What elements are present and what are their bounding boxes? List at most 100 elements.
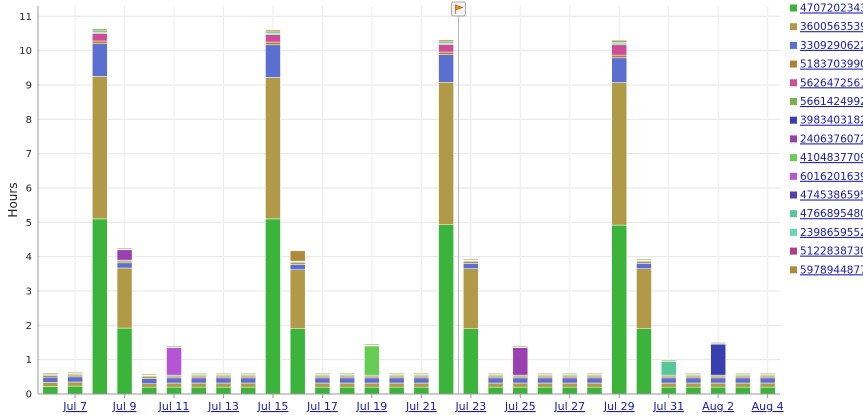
bar-segment[interactable] [759, 386, 776, 395]
bar-segment[interactable] [463, 258, 479, 261]
bar-segment[interactable] [215, 386, 232, 395]
bar-segment[interactable] [116, 247, 133, 250]
bar-segment[interactable] [685, 382, 702, 388]
bar-segment[interactable] [116, 267, 133, 329]
bar-segment[interactable] [611, 57, 627, 83]
bar-segment[interactable] [710, 375, 726, 379]
x-tick-label[interactable]: Jul 13 [207, 400, 239, 413]
bar-segment[interactable] [413, 382, 430, 388]
bar-segment[interactable] [660, 377, 677, 384]
bar-segment[interactable] [438, 224, 454, 395]
bar-segment[interactable] [537, 386, 553, 395]
bar-segment[interactable] [759, 373, 776, 375]
legend-item[interactable]: 4104837709 [800, 152, 863, 164]
bar-segment[interactable] [413, 375, 430, 379]
bar-segment[interactable] [463, 263, 479, 269]
bar-segment[interactable] [586, 377, 603, 384]
bar-segment[interactable] [388, 382, 405, 388]
bar-segment[interactable] [512, 382, 529, 388]
bar-segment[interactable] [314, 373, 331, 375]
legend-item[interactable]: 3309290622 [800, 40, 863, 52]
bar-segment[interactable] [562, 377, 578, 384]
bar-segment[interactable] [116, 260, 133, 264]
bar-segment[interactable] [611, 54, 627, 59]
bar-segment[interactable] [438, 51, 454, 56]
bar-segment[interactable] [265, 29, 281, 33]
bar-segment[interactable] [463, 261, 479, 264]
bar-segment[interactable] [537, 375, 553, 379]
bar-segment[interactable] [463, 328, 479, 395]
bar-segment[interactable] [537, 382, 553, 388]
bar-segment[interactable] [413, 386, 430, 395]
bar-segment[interactable] [660, 386, 677, 395]
legend-item[interactable]: 3600563539 [800, 21, 863, 33]
bar-segment[interactable] [67, 372, 83, 374]
bar-segment[interactable] [364, 382, 380, 388]
bar-segment[interactable] [438, 41, 454, 44]
bar-segment[interactable] [562, 373, 578, 375]
x-tick-label[interactable]: Jul 11 [158, 400, 190, 413]
x-tick-label[interactable]: Jul 15 [257, 400, 289, 413]
x-tick-label[interactable]: Aug 4 [752, 400, 784, 413]
bar-segment[interactable] [611, 41, 627, 45]
bar-segment[interactable] [92, 30, 108, 33]
bar-segment[interactable] [141, 376, 158, 379]
bar-segment[interactable] [191, 375, 207, 379]
legend-item[interactable]: 5183703990 [800, 59, 863, 71]
bar-segment[interactable] [240, 377, 256, 384]
date-marker[interactable] [450, 1, 466, 394]
bar-segment[interactable] [487, 382, 504, 388]
x-tick-label[interactable]: Jul 21 [405, 400, 437, 413]
x-tick-label[interactable]: Jul 25 [504, 400, 536, 413]
bar-segment[interactable] [562, 386, 578, 395]
bar-segment[interactable] [388, 373, 405, 375]
bar-segment[interactable] [487, 373, 504, 375]
bar-segment[interactable] [240, 373, 256, 375]
legend-item[interactable]: 5661424992 [800, 96, 863, 108]
bar-segment[interactable] [289, 269, 306, 330]
x-tick-label[interactable]: Jul 7 [62, 400, 87, 413]
bar-segment[interactable] [289, 250, 306, 262]
bar-segment[interactable] [92, 28, 108, 31]
bar-segment[interactable] [92, 40, 108, 45]
bar-segment[interactable] [92, 218, 108, 395]
bar-segment[interactable] [660, 359, 677, 361]
bar-segment[interactable] [116, 249, 133, 261]
bar-segment[interactable] [265, 34, 281, 43]
bar-segment[interactable] [685, 375, 702, 379]
bar-segment[interactable] [42, 382, 59, 387]
bar-segment[interactable] [438, 44, 454, 53]
legend-item[interactable]: 4707202343 [800, 3, 863, 15]
bar-segment[interactable] [314, 382, 331, 388]
bar-segment[interactable] [364, 345, 380, 376]
x-tick-label[interactable]: Jul 29 [603, 400, 635, 413]
bar-segment[interactable] [512, 377, 529, 384]
bar-segment[interactable] [636, 263, 652, 269]
bar-segment[interactable] [586, 375, 603, 379]
bar-segment[interactable] [141, 386, 158, 395]
bar-segment[interactable] [710, 343, 726, 376]
bar-segment[interactable] [166, 375, 182, 379]
bar-segment[interactable] [191, 377, 207, 384]
bar-segment[interactable] [388, 377, 405, 384]
bar-segment[interactable] [735, 377, 751, 384]
bar-segment[interactable] [611, 224, 627, 395]
legend-item[interactable]: 4745386595 [800, 190, 863, 202]
bar-segment[interactable] [314, 377, 331, 384]
bar-segment[interactable] [289, 262, 306, 265]
x-tick-label[interactable]: Jul 17 [306, 400, 338, 413]
bar-segment[interactable] [141, 383, 158, 388]
bar-segment[interactable] [710, 377, 726, 384]
bar-segment[interactable] [586, 382, 603, 388]
bar-segment[interactable] [685, 373, 702, 375]
legend-item[interactable]: 4766895480 [800, 208, 863, 220]
x-tick-label[interactable]: Jul 27 [553, 400, 585, 413]
bar-segment[interactable] [166, 386, 182, 395]
bar-segment[interactable] [141, 378, 158, 384]
legend-item[interactable]: 5978944877 [800, 264, 863, 276]
bar-segment[interactable] [611, 40, 627, 43]
bar-segment[interactable] [265, 77, 281, 220]
bar-segment[interactable] [636, 268, 652, 330]
legend-item[interactable]: 5626472561 [800, 77, 863, 89]
bar-segment[interactable] [265, 218, 281, 395]
